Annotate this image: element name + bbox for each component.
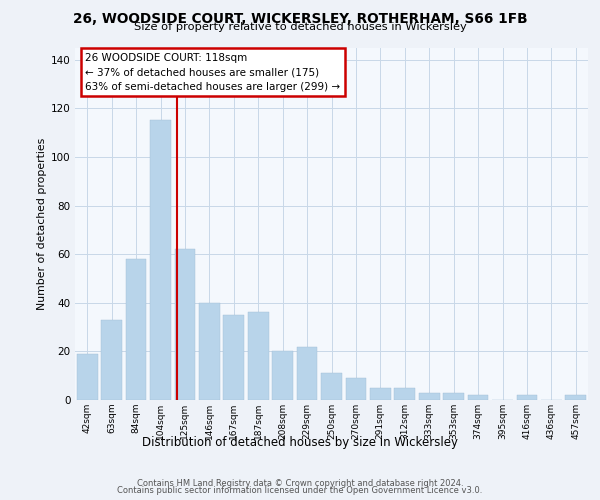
Bar bbox=[175, 250, 196, 400]
Bar bbox=[223, 315, 244, 400]
Bar bbox=[150, 120, 171, 400]
Bar bbox=[248, 312, 269, 400]
Bar bbox=[77, 354, 98, 400]
Text: Contains HM Land Registry data © Crown copyright and database right 2024.: Contains HM Land Registry data © Crown c… bbox=[137, 478, 463, 488]
Text: 26 WOODSIDE COURT: 118sqm
← 37% of detached houses are smaller (175)
63% of semi: 26 WOODSIDE COURT: 118sqm ← 37% of detac… bbox=[85, 53, 340, 92]
Bar bbox=[517, 395, 538, 400]
Bar bbox=[296, 346, 317, 400]
Text: 26, WOODSIDE COURT, WICKERSLEY, ROTHERHAM, S66 1FB: 26, WOODSIDE COURT, WICKERSLEY, ROTHERHA… bbox=[73, 12, 527, 26]
Bar bbox=[467, 395, 488, 400]
Bar bbox=[370, 388, 391, 400]
Text: Contains public sector information licensed under the Open Government Licence v3: Contains public sector information licen… bbox=[118, 486, 482, 495]
Bar bbox=[101, 320, 122, 400]
Text: Size of property relative to detached houses in Wickersley: Size of property relative to detached ho… bbox=[134, 22, 466, 32]
Bar bbox=[565, 395, 586, 400]
Bar bbox=[346, 378, 367, 400]
Bar bbox=[125, 259, 146, 400]
Bar bbox=[443, 392, 464, 400]
Bar bbox=[419, 392, 440, 400]
Bar bbox=[199, 303, 220, 400]
Bar bbox=[394, 388, 415, 400]
Bar bbox=[272, 352, 293, 400]
Y-axis label: Number of detached properties: Number of detached properties bbox=[37, 138, 47, 310]
Bar bbox=[321, 374, 342, 400]
Text: Distribution of detached houses by size in Wickersley: Distribution of detached houses by size … bbox=[142, 436, 458, 449]
